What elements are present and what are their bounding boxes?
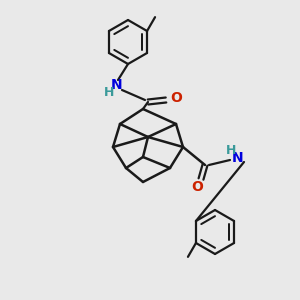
- Text: O: O: [170, 91, 182, 105]
- Text: N: N: [111, 78, 123, 92]
- Text: H: H: [226, 145, 236, 158]
- Text: O: O: [191, 180, 203, 194]
- Text: N: N: [232, 151, 244, 165]
- Text: H: H: [104, 85, 114, 98]
